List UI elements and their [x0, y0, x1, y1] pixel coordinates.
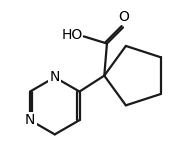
Text: O: O [118, 10, 129, 24]
Text: N: N [25, 113, 35, 127]
Text: N: N [50, 70, 60, 84]
Text: HO: HO [62, 28, 83, 42]
